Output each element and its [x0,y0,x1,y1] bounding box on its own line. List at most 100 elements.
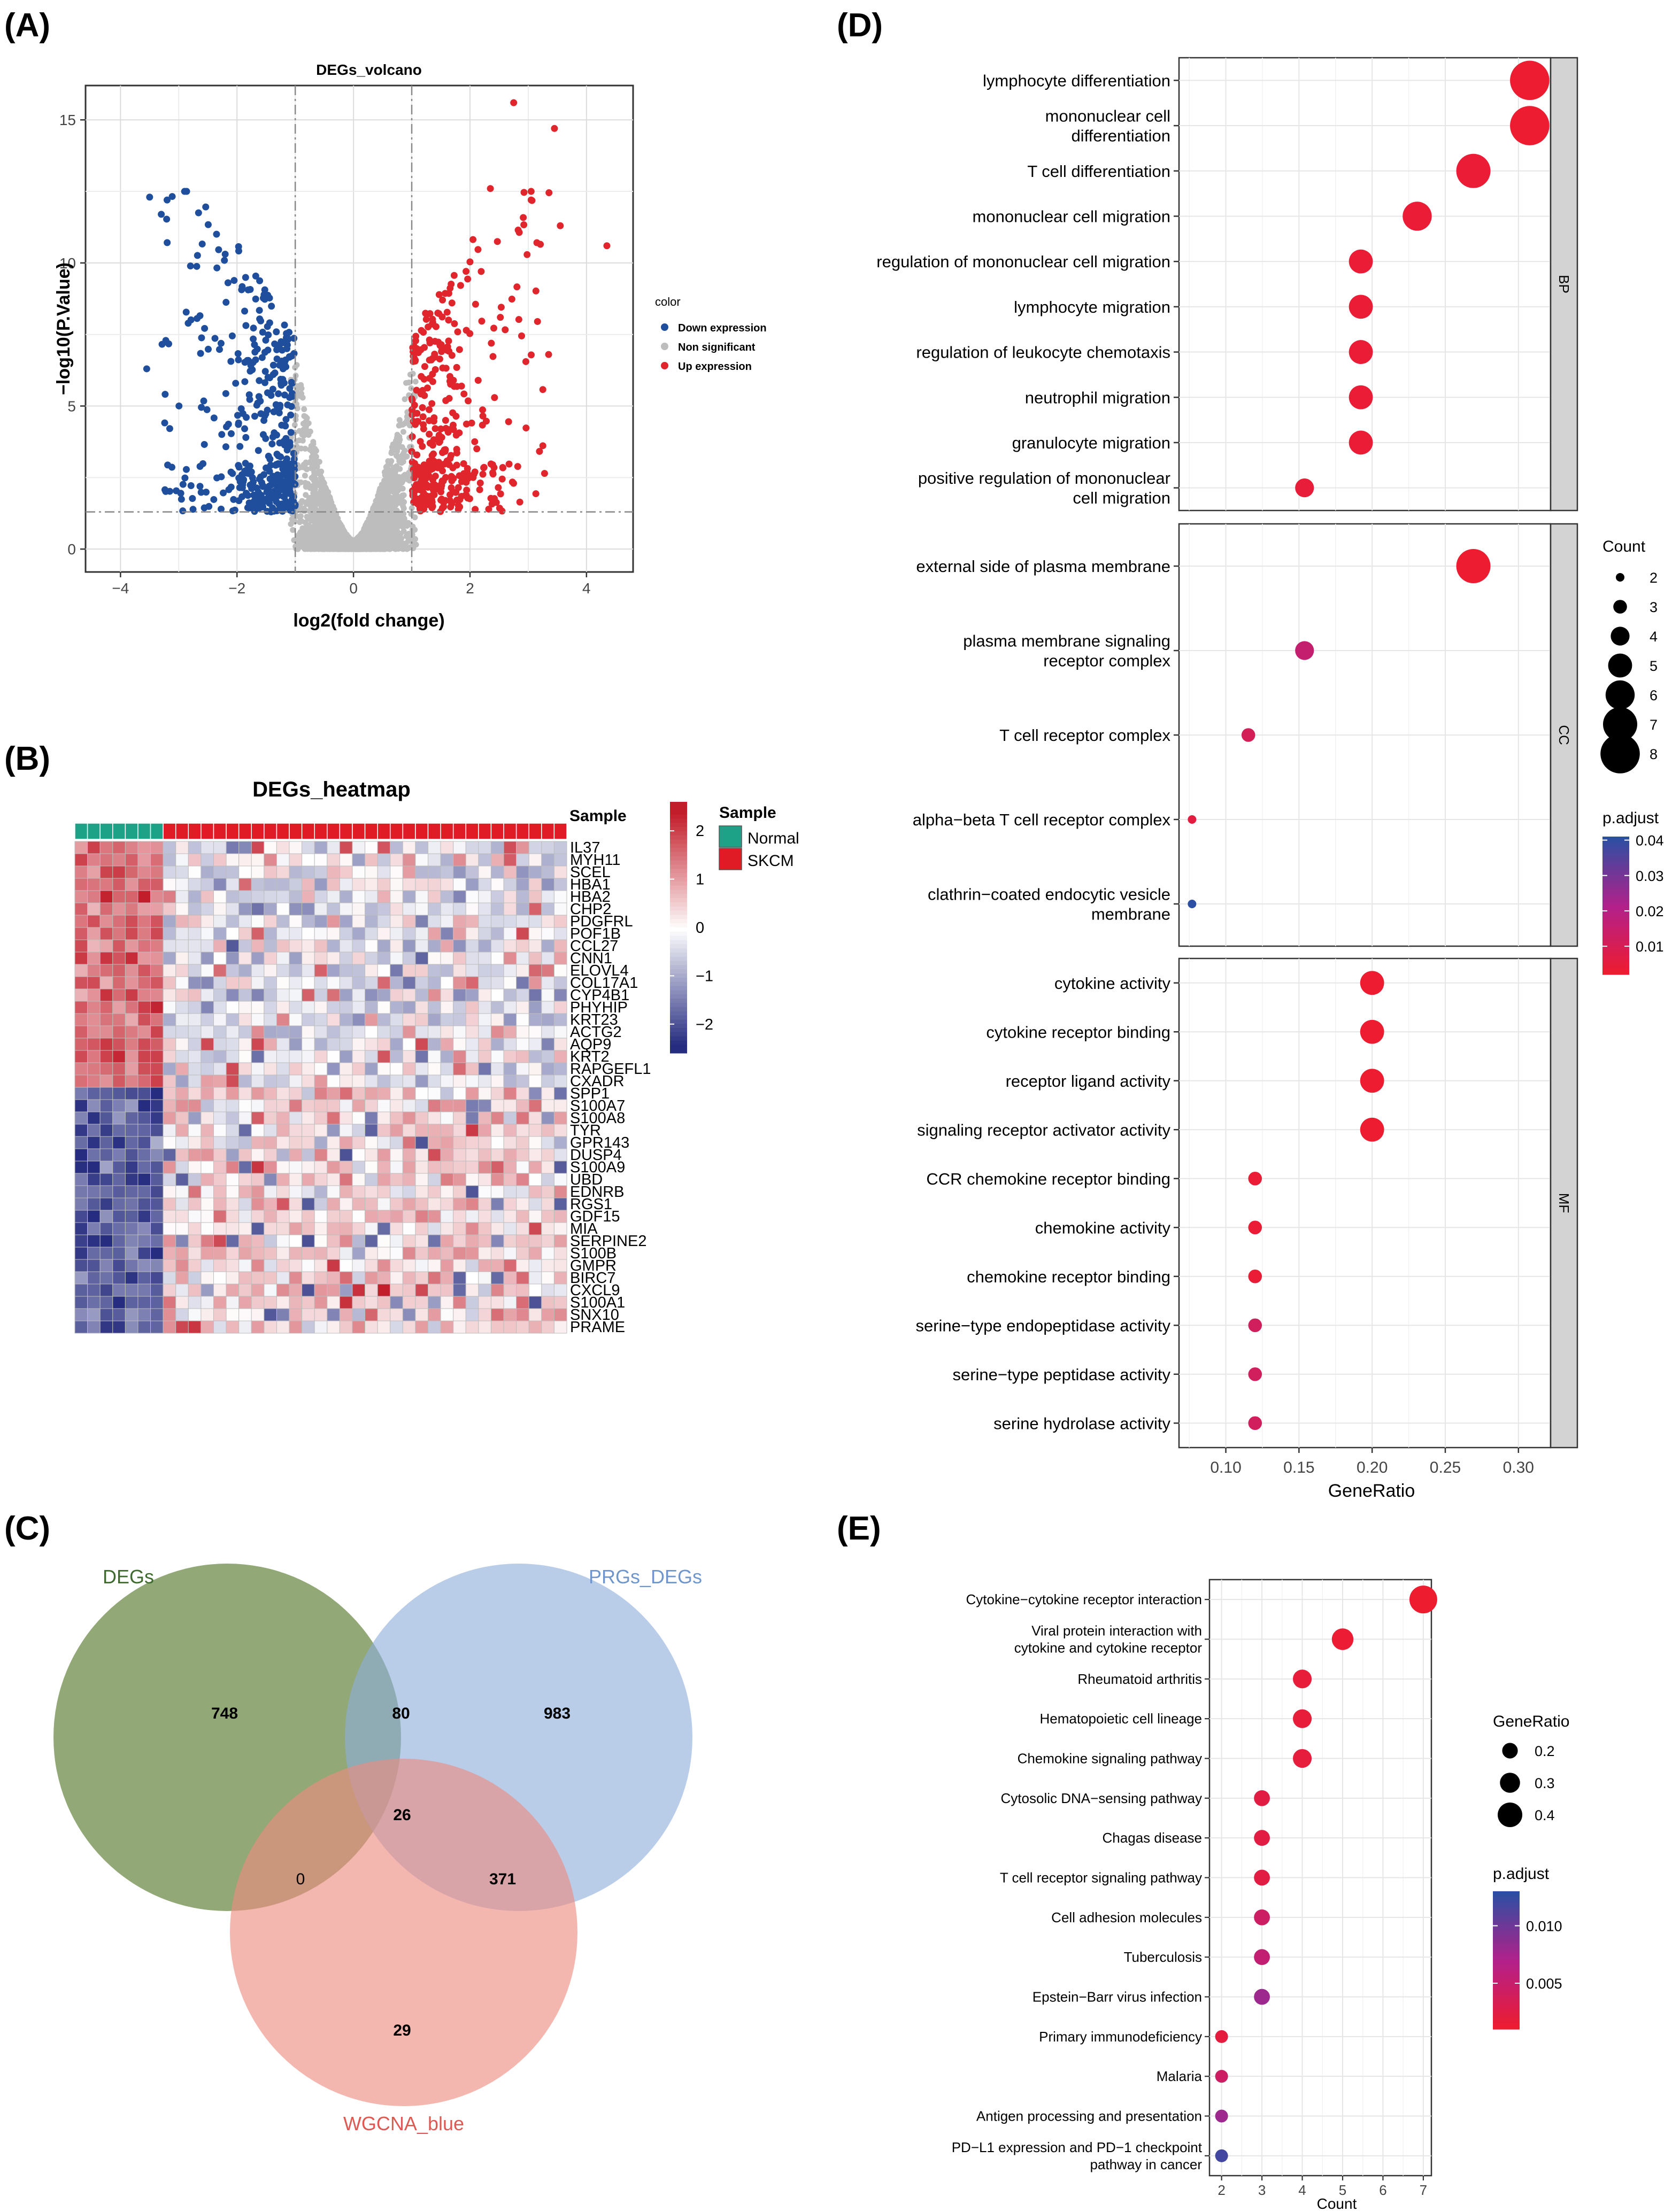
heatmap-cell [339,988,353,1002]
volcano-point-down [273,355,281,362]
heatmap-cell [213,952,227,965]
volcano-point-down [288,403,295,410]
volcano-point-down [198,240,206,248]
heatmap-cell [314,976,328,989]
volcano-point-down [266,482,273,490]
heatmap-cell [175,1050,189,1063]
volcano-point-down [259,503,267,511]
heatmap-cell [428,890,441,903]
volcano-point-up [420,461,428,469]
volcano-point-up [472,300,479,308]
heatmap-cell [352,988,366,1002]
annotation-cell-skcm [188,823,202,840]
heatmap-cell [490,915,504,928]
heatmap-cell [402,1001,416,1014]
heatmap-cell [163,976,176,989]
volcano-point-down [224,279,232,287]
volcano-point-down [210,414,218,422]
volcano-point-ns [413,542,419,548]
heatmap-cell [125,1038,138,1051]
heatmap-cell [339,952,353,965]
heatmap-cell [251,952,265,965]
heatmap-cell [276,1025,290,1039]
heatmap-cell [327,878,340,891]
volcano-point-up [439,467,446,475]
volcano-point-down [218,431,226,438]
volcano-point-ns [373,522,379,528]
heatmap-cell [428,1025,441,1039]
volcano-point-down [234,350,242,358]
heatmap-cell [553,841,567,854]
heatmap-cell [238,1038,252,1051]
volcano-point-ns [388,534,395,540]
volcano-point-ns [311,472,317,478]
volcano-point-down [253,345,261,353]
annotation-cell-skcm [528,823,542,840]
heatmap-cell [201,890,214,903]
heatmap-cell [541,927,554,940]
legend-swatch-down [661,323,668,331]
heatmap-cell [226,988,240,1002]
volcano-point-down [236,443,244,450]
heatmap-cell [490,841,504,854]
heatmap-cell [440,878,454,891]
heatmap-cell [478,1025,491,1039]
heatmap-cell [238,976,252,989]
heatmap-cell [402,1038,416,1051]
heatmap-cell [390,1001,403,1014]
volcano-point-ns [397,499,404,506]
heatmap-cell [302,952,315,965]
volcano-point-ns [359,543,366,549]
volcano-point-ns [327,507,334,514]
heatmap-cell [478,841,491,854]
heatmap-cell [453,1001,466,1014]
heatmap-cell [163,841,176,854]
heatmap-cell [541,1038,554,1051]
heatmap-cell [440,1038,454,1051]
heatmap-cell [150,1001,164,1014]
volcano-point-up [515,316,522,323]
heatmap-cell [352,939,366,953]
heatmap-cell [112,865,126,879]
heatmap-cell [112,890,126,903]
heatmap-cell [478,976,491,989]
volcano-point-up [534,318,541,325]
heatmap-cell [465,915,479,928]
volcano-point-down [262,435,269,442]
volcano-point-up [410,358,417,365]
heatmap-cell [175,1001,189,1014]
heatmap-cell [74,853,88,867]
heatmap-cell [99,976,113,989]
volcano-point-down [164,196,171,204]
volcano-point-ns [296,428,303,434]
heatmap-cell [314,890,328,903]
heatmap-cell [465,927,479,940]
heatmap-cell [415,988,429,1002]
heatmap-cell [175,853,189,867]
heatmap-cell [251,865,265,879]
heatmap-cell [327,1038,340,1051]
heatmap-cell [541,878,554,891]
volcano-point-down [264,291,272,299]
heatmap-cell [453,915,466,928]
heatmap-cell [352,1038,366,1051]
volcano-point-up [478,318,486,325]
volcano-point-up [527,351,535,359]
volcano-point-down [222,423,230,430]
heatmap-cell [440,964,454,977]
volcano-point-down [210,496,218,503]
volcano-point-up [516,498,523,506]
heatmap-cell [478,964,491,977]
volcano-point-down [271,369,279,377]
volcano-point-up [437,425,444,432]
heatmap-cell [137,964,151,977]
volcano-point-ns [312,529,319,536]
heatmap-cell [415,865,429,879]
volcano-point-ns [397,443,403,450]
volcano-point-up [460,390,468,398]
volcano-point-up [450,272,458,279]
heatmap-cell [150,1025,164,1039]
heatmap-cell [87,915,101,928]
volcano-point-ns [302,445,309,452]
heatmap-cell [99,853,113,867]
